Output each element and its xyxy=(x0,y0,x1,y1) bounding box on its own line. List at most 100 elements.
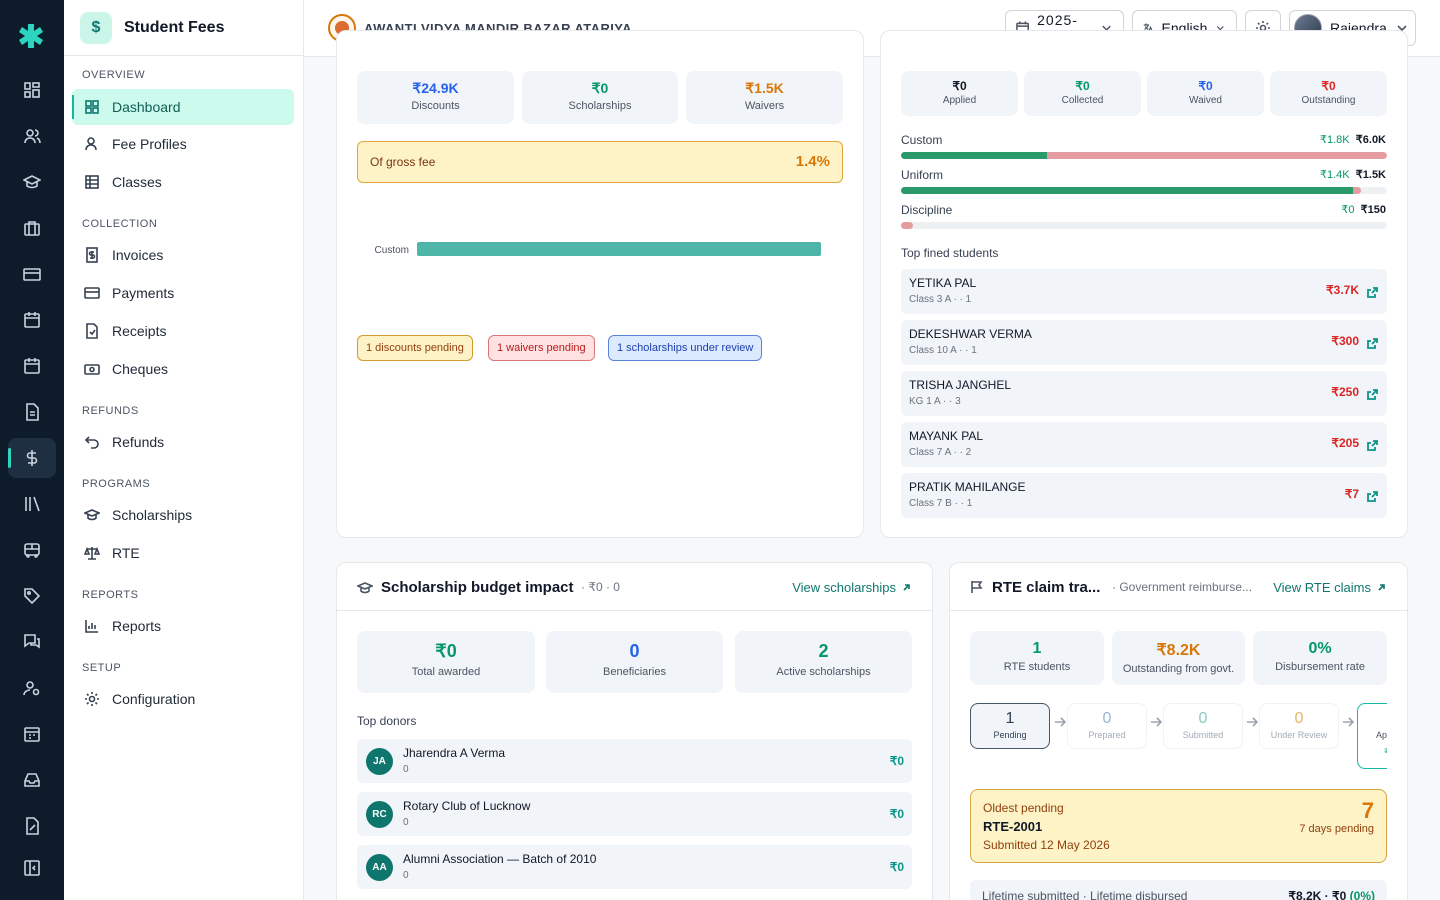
donor-name: Jharendra A Verma xyxy=(403,746,506,760)
rail-document-icon[interactable] xyxy=(22,402,42,422)
external-link-icon[interactable] xyxy=(1367,387,1378,400)
translate-icon xyxy=(1143,23,1154,33)
rail-fees-icon[interactable] xyxy=(8,438,56,478)
stat-label: Applied xyxy=(942,95,977,106)
discounts-pending-pill[interactable]: 1 discounts pending xyxy=(357,335,473,361)
sidebar-item-dashboard[interactable]: Dashboard xyxy=(72,89,294,125)
rail-library-icon[interactable] xyxy=(22,494,42,514)
invoice-icon xyxy=(86,247,98,263)
list-item[interactable]: RC Rotary Club of Lucknow 0 ₹0 xyxy=(357,792,912,836)
scholarship-budget-card: Scholarship budget impact · ₹0 · 0 View … xyxy=(336,562,933,900)
view-rte-claims-link[interactable]: View RTE claims xyxy=(1273,580,1371,595)
stat-disbursement-rate: 0% Disbursement rate xyxy=(1253,631,1387,685)
list-item[interactable]: YETIKA PAL Class 3 A · · 1 ₹3.7K xyxy=(901,269,1387,314)
stat-label: Beneficiaries xyxy=(603,666,666,678)
sidebar-item-scholarships[interactable]: Scholarships xyxy=(72,497,294,533)
stage-pending[interactable]: 1 Pending xyxy=(970,703,1050,749)
stage-prepared[interactable]: 0 Prepared xyxy=(1067,703,1147,749)
gear-icon xyxy=(85,692,99,706)
stat-label: Discounts xyxy=(411,100,460,112)
fine-category-name: Discipline xyxy=(901,203,953,217)
sidebar-item-label: Configuration xyxy=(112,691,196,707)
fine-progress-bar xyxy=(901,222,1387,229)
fine-category-amounts: ₹1.4K ₹1.5K xyxy=(1320,168,1386,181)
list-item[interactable]: JA Jharendra A Verma 0 ₹0 xyxy=(357,739,912,783)
sidebar-item-reports[interactable]: Reports xyxy=(72,608,294,644)
list-item[interactable]: PRATIK MAHILANGE Class 7 B · · 1 ₹7 xyxy=(901,473,1387,518)
chevron-down-icon xyxy=(1217,26,1225,31)
list-item[interactable]: DEKESHWAR VERMA Class 10 A · · 1 ₹300 xyxy=(901,320,1387,365)
scholarships-review-pill[interactable]: 1 scholarships under review xyxy=(608,335,763,361)
external-link-icon[interactable] xyxy=(1367,285,1378,298)
stat-label: Scholarships xyxy=(568,100,632,112)
waivers-pending-pill[interactable]: 1 waivers pending xyxy=(488,335,595,361)
stage-under-review[interactable]: 0 Under Review xyxy=(1259,703,1339,749)
card-title: Scholarship budget impact xyxy=(381,579,574,596)
external-link-icon[interactable] xyxy=(1367,438,1378,451)
arrow-right-icon xyxy=(1245,715,1261,731)
sidebar-item-label: Scholarships xyxy=(112,507,193,523)
stat-label: RTE students xyxy=(1003,661,1071,673)
card-header: RTE claim tra... · Government reimburse.… xyxy=(950,563,1407,611)
arrow-up-right-icon[interactable] xyxy=(1376,582,1387,593)
view-scholarships-link[interactable]: View scholarships xyxy=(792,580,896,595)
stat-value: ₹0 xyxy=(1075,79,1090,93)
rail-messages-icon[interactable] xyxy=(22,632,42,652)
student-name: DEKESHWAR VERMA xyxy=(909,327,1032,341)
stat-label: Collected xyxy=(1061,95,1104,106)
stage-amount: ₹ xyxy=(1384,747,1387,758)
sidebar-item-invoices[interactable]: Invoices xyxy=(72,237,294,273)
sidebar-item-label: Cheques xyxy=(112,361,169,377)
bar-category-label: Custom xyxy=(375,245,409,256)
stat-value: 0% xyxy=(1308,640,1332,657)
donor-name: Alumni Association — Batch of 2010 xyxy=(403,852,597,866)
external-link-icon[interactable] xyxy=(1367,336,1378,349)
list-item[interactable]: MAYANK PAL Class 7 A · · 2 ₹205 xyxy=(901,422,1387,467)
stage-approved[interactable]: Ap ₹ xyxy=(1357,703,1387,769)
rail-edit-document-icon[interactable] xyxy=(22,816,42,836)
rail-users-icon[interactable] xyxy=(22,126,42,146)
list-item[interactable]: TRISHA JANGHEL KG 1 A · · 3 ₹250 xyxy=(901,371,1387,416)
app-logo-icon[interactable] xyxy=(17,22,45,50)
rail-graduation-icon[interactable] xyxy=(22,172,42,192)
stat-label: Waivers xyxy=(744,100,785,112)
arrow-right-icon xyxy=(1053,715,1069,731)
stat-value: ₹8.2K xyxy=(1156,642,1201,659)
concessions-bar-chart: Custom xyxy=(375,242,821,256)
stat-value: ₹0 xyxy=(1198,79,1213,93)
rail-tag-icon[interactable] xyxy=(22,586,42,606)
sidebar-item-rte[interactable]: RTE xyxy=(72,535,294,571)
donor-amount: ₹0 xyxy=(889,754,904,768)
rail-bus-icon[interactable] xyxy=(22,540,42,560)
dollar-icon: $ xyxy=(80,11,112,44)
sidebar-item-fee-profiles[interactable]: Fee Profiles xyxy=(72,126,294,162)
list-item[interactable]: AA Alumni Association — Batch of 2010 0 … xyxy=(357,845,912,889)
rail-schedule-icon[interactable] xyxy=(22,724,42,744)
sidebar-item-classes[interactable]: Classes xyxy=(72,164,294,200)
rail-dashboard-icon[interactable] xyxy=(22,80,42,100)
rail-calendar-icon[interactable] xyxy=(22,310,42,330)
arrow-up-right-icon[interactable] xyxy=(901,582,912,593)
rail-card-icon[interactable] xyxy=(22,264,42,284)
sidebar-item-payments[interactable]: Payments xyxy=(72,275,294,311)
sidebar-item-configuration[interactable]: Configuration xyxy=(72,681,294,717)
fine-category-name: Custom xyxy=(901,133,943,147)
stage-submitted[interactable]: 0 Submitted xyxy=(1163,703,1243,749)
fine-category-amounts: ₹1.8K ₹6.0K xyxy=(1320,133,1386,146)
rail-user-settings-icon[interactable] xyxy=(22,678,42,698)
rail-inbox-icon[interactable] xyxy=(22,770,42,790)
section-label-refunds: REFUNDS xyxy=(82,405,139,417)
rail-collapse-icon[interactable] xyxy=(22,858,42,878)
sidebar-item-refunds[interactable]: Refunds xyxy=(72,424,294,460)
lifetime-summary: Lifetime submitted · Lifetime disbursed … xyxy=(970,880,1387,900)
oldest-pending-panel[interactable]: Oldest pending RTE-2001 Submitted 12 May… xyxy=(970,789,1387,863)
rail-briefcase-icon[interactable] xyxy=(22,218,42,238)
fine-collected: ₹1.8K xyxy=(1320,134,1350,146)
rail-calendar-check-icon[interactable] xyxy=(22,356,42,376)
donor-count: 0 xyxy=(403,817,409,828)
sidebar-item-label: Reports xyxy=(112,618,162,634)
fine-category-name: Uniform xyxy=(901,168,944,182)
sidebar-item-cheques[interactable]: Cheques xyxy=(72,351,294,387)
sidebar-item-receipts[interactable]: Receipts xyxy=(72,313,294,349)
external-link-icon[interactable] xyxy=(1367,489,1378,502)
